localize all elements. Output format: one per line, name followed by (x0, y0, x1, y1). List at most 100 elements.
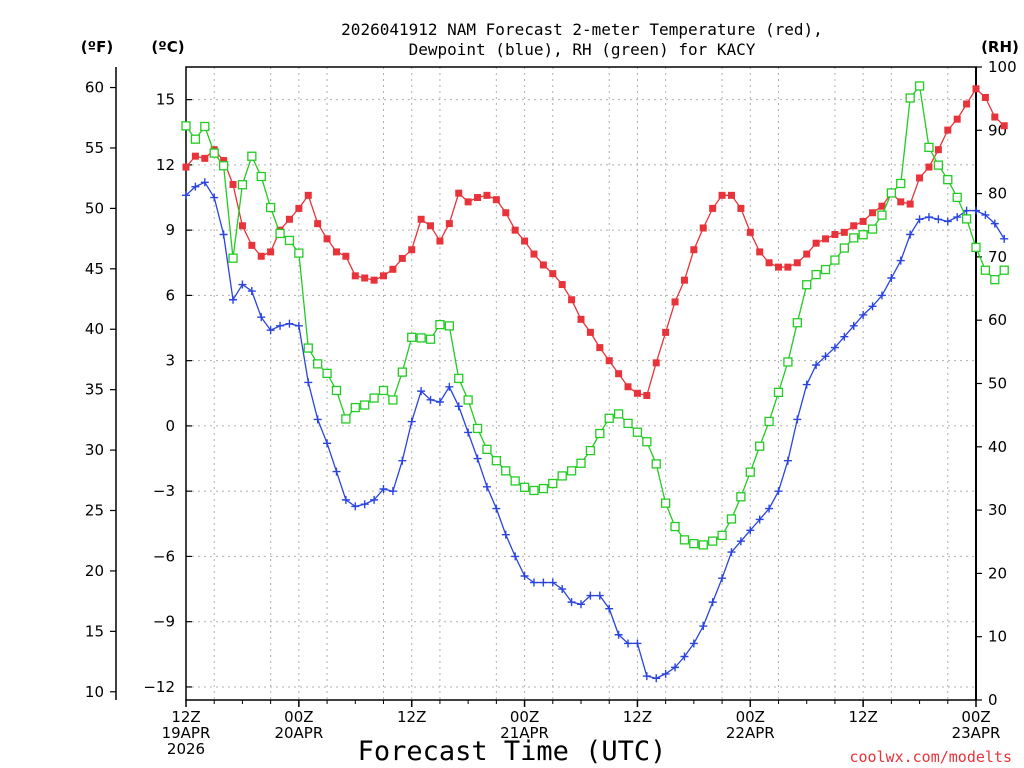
data-point (455, 189, 463, 197)
data-point (792, 318, 802, 328)
data-point (933, 160, 944, 170)
data-point (444, 321, 454, 331)
series-line (185, 181, 1005, 679)
data-point (793, 415, 802, 424)
data-point (905, 93, 915, 103)
x-tick-label: 22APR (726, 724, 775, 742)
data-point (839, 243, 849, 253)
chart-title-line-1: 2026041912 NAM Forecast 2-meter Temperat… (341, 20, 823, 39)
data-point (182, 191, 190, 200)
data-point (783, 357, 793, 367)
data-point (671, 663, 680, 672)
data-point (698, 540, 708, 550)
data-point (474, 194, 482, 202)
data-point (266, 326, 275, 335)
data-point (313, 359, 323, 369)
data-point (765, 504, 774, 513)
data-point (256, 171, 266, 182)
data-point (482, 444, 492, 454)
data-point (276, 321, 285, 330)
rh-tick-label: 100 (988, 58, 1017, 76)
data-point (840, 332, 849, 341)
data-point (914, 81, 925, 91)
fahrenheit-tick-label: 15 (85, 622, 104, 640)
data-point (679, 535, 690, 545)
data-point (953, 115, 961, 123)
data-point (943, 217, 952, 226)
data-point (963, 100, 971, 108)
data-point (774, 487, 783, 496)
x-axis-label: Forecast Time (UTC) (358, 736, 667, 767)
data-point (201, 154, 209, 162)
fahrenheit-axis: 60 55 50 45 40 35 30 25 20 15 10 (85, 79, 116, 701)
data-point (284, 235, 295, 246)
fahrenheit-tick-label: 55 (85, 139, 104, 157)
data-point (595, 591, 604, 600)
data-point (991, 113, 999, 121)
data-point (840, 228, 848, 236)
x-tick-label: 00Z (284, 708, 313, 726)
data-point (483, 191, 491, 199)
data-point (981, 93, 989, 101)
data-point (671, 298, 679, 306)
data-point (549, 270, 557, 278)
credit-link[interactable]: coolwx.com/modelts (849, 748, 1012, 766)
data-point (1000, 122, 1008, 130)
data-point (596, 344, 604, 352)
data-point (811, 269, 821, 280)
celsius-tick-label: 9 (165, 221, 175, 239)
data-point (397, 367, 407, 377)
data-point (624, 639, 633, 648)
data-point (229, 180, 237, 188)
celsius-tick-label: 0 (165, 417, 175, 435)
data-point (980, 265, 991, 275)
data-point (577, 600, 585, 609)
data-point (322, 368, 332, 379)
data-point (511, 226, 519, 234)
data-point (925, 163, 933, 171)
data-point (190, 134, 201, 144)
data-point (999, 265, 1009, 275)
data-point (398, 456, 407, 465)
data-point (896, 256, 905, 265)
data-point (294, 321, 303, 330)
data-point (539, 578, 548, 587)
data-point (821, 352, 830, 361)
data-point (775, 263, 782, 271)
data-point (257, 252, 265, 260)
fahrenheit-axis-unit: (ºF) (81, 38, 113, 56)
x-tick-label: 20APR (274, 724, 323, 742)
data-point (388, 487, 397, 496)
data-point (209, 148, 219, 158)
data-point (501, 530, 510, 539)
data-point (454, 373, 464, 384)
data-point (332, 248, 340, 256)
data-point (238, 280, 247, 289)
data-point (191, 152, 199, 160)
data-point (519, 482, 530, 492)
data-point (482, 482, 491, 491)
x-tick-label: 19APR (162, 724, 211, 742)
data-point (380, 272, 387, 280)
data-point (417, 387, 426, 396)
data-point (624, 383, 632, 391)
data-point (304, 191, 312, 199)
data-point (491, 456, 502, 466)
rh-tick-label: 10 (988, 628, 1007, 646)
data-point (924, 142, 934, 153)
x-tick-label: 12Z (848, 708, 877, 726)
data-point (464, 428, 473, 437)
data-point (247, 287, 256, 296)
data-point (445, 220, 453, 228)
data-point (661, 669, 670, 678)
data-point (294, 248, 304, 258)
data-point (472, 423, 483, 434)
rh-tick-label: 50 (988, 375, 1007, 393)
data-point (200, 178, 209, 187)
data-point (850, 222, 858, 230)
data-point (830, 343, 839, 352)
data-point (886, 188, 897, 198)
data-point (388, 395, 398, 405)
data-point (586, 328, 594, 336)
data-point (689, 639, 698, 648)
